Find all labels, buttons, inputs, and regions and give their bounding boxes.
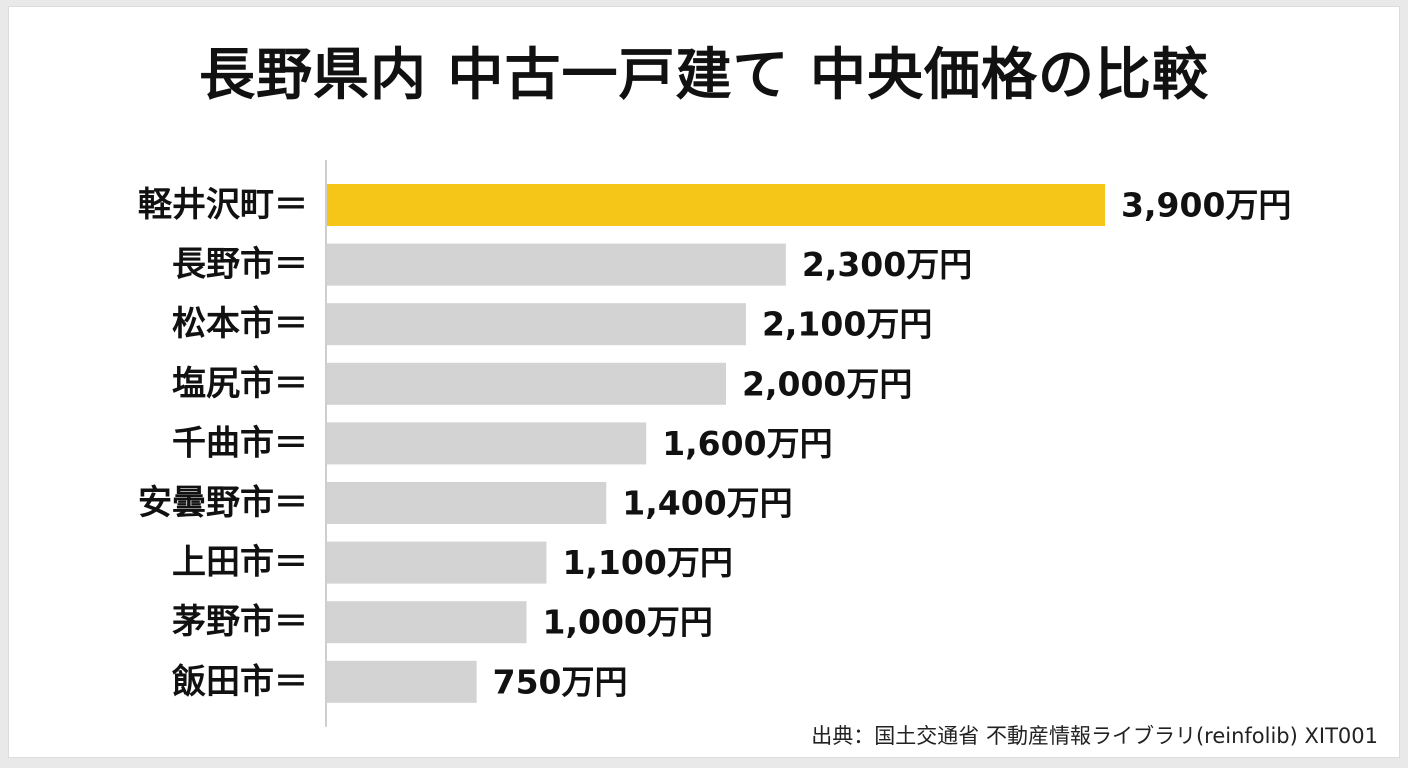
value-label: 1,600万円 <box>662 424 832 463</box>
bar-1 <box>327 243 786 286</box>
category-label: 長野市＝ <box>172 245 308 285</box>
chart-title: 長野県内 中古一戸建て 中央価格の比較 <box>199 43 1209 108</box>
category-label: 軽井沢町＝ <box>138 185 308 225</box>
value-label: 1,000万円 <box>543 603 713 642</box>
value-label: 3,900万円 <box>1121 186 1291 225</box>
category-label: 飯田市＝ <box>172 662 308 702</box>
value-label: 1,100万円 <box>562 543 732 582</box>
category-label: 松本市＝ <box>172 304 308 344</box>
category-label: 千曲市＝ <box>172 423 308 463</box>
source-note: 出典：国土交通省 不動産情報ライブラリ(reinfolib) XIT001 <box>811 724 1378 748</box>
bar-2 <box>327 303 746 346</box>
value-label: 2,100万円 <box>762 305 932 344</box>
value-label: 750万円 <box>493 662 628 701</box>
category-label: 茅野市＝ <box>172 602 308 642</box>
bar-5 <box>327 482 607 524</box>
bar-0 <box>327 184 1106 226</box>
bar-3 <box>327 362 726 405</box>
category-label: 安曇野市＝ <box>138 483 308 523</box>
value-label: 1,400万円 <box>622 484 792 523</box>
value-label: 2,300万円 <box>802 245 972 284</box>
bar-8 <box>327 660 477 703</box>
value-label: 2,000万円 <box>742 364 912 403</box>
bar-4 <box>327 422 647 465</box>
category-label: 塩尻市＝ <box>172 364 308 404</box>
bar-6 <box>327 541 547 584</box>
category-label: 上田市＝ <box>172 543 308 583</box>
bar-7 <box>327 601 527 644</box>
